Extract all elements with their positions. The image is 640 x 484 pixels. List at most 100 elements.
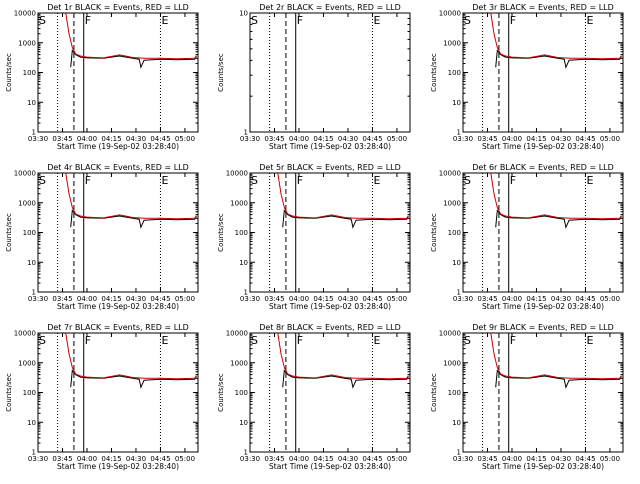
x-tick-label: 04:15 bbox=[526, 135, 546, 143]
y-tick-label: 10 bbox=[239, 10, 248, 18]
series-line-red bbox=[277, 333, 409, 380]
x-tick-label: 04:45 bbox=[575, 135, 595, 143]
y-tick-label: 1 bbox=[244, 129, 248, 137]
series-line-red bbox=[490, 333, 622, 380]
marker-label: S bbox=[251, 174, 258, 187]
marker-label: S bbox=[39, 14, 46, 27]
x-tick-label: 05:00 bbox=[600, 455, 620, 463]
marker-label: F bbox=[85, 174, 91, 187]
x-tick-label: 03:30 bbox=[240, 295, 260, 303]
series-line-red bbox=[65, 173, 197, 220]
y-tick-label: 1000 bbox=[443, 39, 461, 47]
y-tick-label: 10 bbox=[452, 419, 461, 427]
y-tick-label: 1000 bbox=[443, 359, 461, 367]
x-tick-label: 04:00 bbox=[289, 295, 309, 303]
series-line-black bbox=[495, 209, 622, 229]
y-tick-label: 1 bbox=[244, 449, 248, 457]
marker-label: E bbox=[161, 174, 168, 187]
x-tick-label: 05:00 bbox=[387, 455, 407, 463]
marker-label: E bbox=[161, 334, 168, 347]
x-tick-label: 03:30 bbox=[453, 135, 473, 143]
series-line-red bbox=[490, 13, 622, 60]
y-tick-label: 10000 bbox=[439, 170, 461, 178]
x-tick-label: 04:45 bbox=[575, 455, 595, 463]
x-tick-label: 04:15 bbox=[313, 135, 333, 143]
x-tick-label: 03:30 bbox=[28, 455, 48, 463]
y-axis-label: Counts/sec bbox=[217, 213, 225, 252]
x-tick-label: 03:45 bbox=[477, 295, 497, 303]
y-axis-label: Counts/sec bbox=[217, 53, 225, 92]
marker-label: E bbox=[373, 334, 380, 347]
x-tick-label: 04:15 bbox=[526, 455, 546, 463]
y-tick-label: 1000 bbox=[18, 39, 36, 47]
y-axis-label: Counts/sec bbox=[5, 213, 13, 252]
x-tick-label: 04:45 bbox=[575, 295, 595, 303]
y-tick-label: 10 bbox=[452, 259, 461, 267]
y-tick-label: 1 bbox=[457, 289, 461, 297]
y-tick-label: 1 bbox=[244, 289, 248, 297]
x-axis-label: Start Time (19-Sep-02 03:28:40) bbox=[57, 462, 179, 471]
marker-label: F bbox=[510, 334, 516, 347]
marker-label: F bbox=[85, 334, 91, 347]
y-axis-label: Counts/sec bbox=[430, 373, 438, 412]
x-tick-label: 03:30 bbox=[453, 455, 473, 463]
y-tick-label: 10000 bbox=[439, 330, 461, 338]
panel-title: Det 2r BLACK = Events, RED = LLD bbox=[259, 3, 401, 12]
x-tick-label: 04:15 bbox=[101, 135, 121, 143]
y-tick-label: 1000 bbox=[230, 199, 248, 207]
marker-label: E bbox=[586, 14, 593, 27]
marker-label: S bbox=[464, 14, 471, 27]
x-axis-label: Start Time (19-Sep-02 03:28:40) bbox=[482, 142, 604, 151]
panel-title: Det 8r BLACK = Events, RED = LLD bbox=[259, 323, 401, 332]
x-tick-label: 04:00 bbox=[77, 455, 97, 463]
series-line-black bbox=[70, 209, 197, 229]
x-axis-label: Start Time (19-Sep-02 03:28:40) bbox=[269, 142, 391, 151]
y-tick-label: 1 bbox=[32, 129, 36, 137]
y-tick-label: 10 bbox=[27, 419, 36, 427]
marker-label: S bbox=[251, 14, 258, 27]
y-tick-label: 1 bbox=[457, 129, 461, 137]
x-tick-label: 05:00 bbox=[175, 455, 195, 463]
x-axis-label: Start Time (19-Sep-02 03:28:40) bbox=[269, 462, 391, 471]
x-axis-label: Start Time (19-Sep-02 03:28:40) bbox=[482, 462, 604, 471]
plot-frame bbox=[37, 12, 199, 133]
y-tick-label: 10 bbox=[239, 419, 248, 427]
y-tick-label: 100 bbox=[235, 389, 248, 397]
marker-label: F bbox=[510, 14, 516, 27]
y-tick-label: 10000 bbox=[226, 330, 248, 338]
y-tick-label: 10 bbox=[27, 259, 36, 267]
series-line-red bbox=[65, 333, 197, 380]
y-axis-label: Counts/sec bbox=[5, 53, 13, 92]
x-tick-label: 05:00 bbox=[387, 295, 407, 303]
x-tick-label: 04:00 bbox=[289, 135, 309, 143]
panel-title: Det 1r BLACK = Events, RED = LLD bbox=[47, 3, 189, 12]
y-tick-label: 10000 bbox=[14, 330, 36, 338]
plot-frame bbox=[249, 332, 411, 453]
x-tick-label: 04:30 bbox=[551, 135, 571, 143]
y-tick-label: 100 bbox=[235, 229, 248, 237]
marker-label: E bbox=[373, 174, 380, 187]
marker-label: F bbox=[297, 174, 303, 187]
y-axis-label: Counts/sec bbox=[217, 373, 225, 412]
y-tick-label: 10000 bbox=[439, 10, 461, 18]
x-tick-label: 04:15 bbox=[526, 295, 546, 303]
marker-label: S bbox=[39, 174, 46, 187]
x-tick-label: 04:45 bbox=[362, 295, 382, 303]
y-tick-label: 1000 bbox=[18, 199, 36, 207]
y-tick-label: 1 bbox=[32, 289, 36, 297]
x-tick-label: 04:45 bbox=[362, 135, 382, 143]
series-line-red bbox=[277, 173, 409, 220]
plot-frame bbox=[462, 332, 624, 453]
marker-label: E bbox=[161, 14, 168, 27]
y-tick-label: 100 bbox=[23, 389, 36, 397]
y-axis-label: Counts/sec bbox=[430, 213, 438, 252]
y-tick-label: 1 bbox=[32, 449, 36, 457]
marker-label: F bbox=[297, 14, 303, 27]
x-tick-label: 04:30 bbox=[338, 135, 358, 143]
x-tick-label: 05:00 bbox=[175, 295, 195, 303]
